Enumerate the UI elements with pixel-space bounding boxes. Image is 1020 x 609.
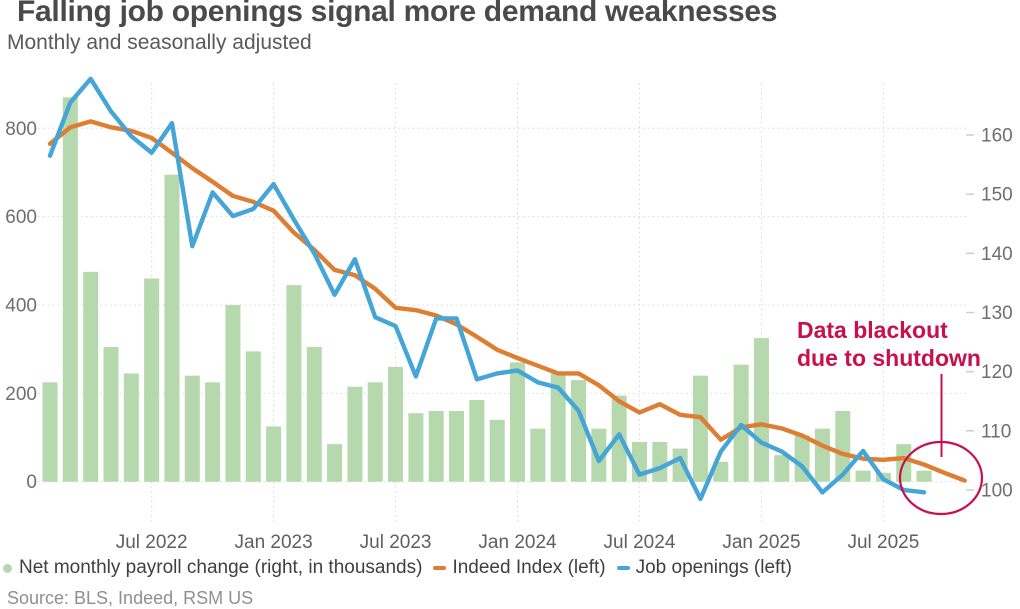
svg-text:Jan 2024: Jan 2024 <box>478 532 557 553</box>
data-blackout-annotation: Data blackout due to shutdown <box>797 317 984 516</box>
legend-item-job-openings: Job openings (left) <box>616 557 792 579</box>
payroll-legend-label: Net monthly payroll change (right, in th… <box>19 557 423 578</box>
indeed-index-line <box>47 119 967 483</box>
legend-item-indeed-index: Indeed Index (left) <box>433 557 606 579</box>
payroll-bar <box>306 346 322 482</box>
annotation-highlight-circle <box>898 440 984 516</box>
payroll-bar <box>510 362 526 482</box>
svg-text:100: 100 <box>981 481 1013 502</box>
payroll-bar <box>449 411 465 482</box>
payroll-bar <box>652 441 668 482</box>
svg-text:140: 140 <box>981 244 1013 265</box>
annotation-text-line2: due to shutdown <box>797 345 981 371</box>
payroll-bar <box>286 285 302 482</box>
payroll-bar <box>489 419 505 482</box>
indeed-index-legend-label: Indeed Index (left) <box>452 557 606 578</box>
payroll-bar <box>144 278 160 482</box>
payroll-bar <box>62 97 78 482</box>
job-openings-line <box>47 76 927 502</box>
payroll-bar <box>753 338 769 482</box>
svg-text:Jul 2025: Jul 2025 <box>847 532 919 553</box>
svg-text:130: 130 <box>981 303 1013 324</box>
payroll-bar <box>123 373 139 482</box>
payroll-bar <box>83 271 99 482</box>
svg-text:Jan 2023: Jan 2023 <box>235 532 313 553</box>
svg-text:800: 800 <box>5 119 37 140</box>
payroll-bar <box>672 448 688 482</box>
svg-text:600: 600 <box>5 207 37 228</box>
payroll-bar <box>245 351 261 482</box>
svg-text:Jan 2025: Jan 2025 <box>722 532 800 553</box>
svg-text:160: 160 <box>981 125 1013 146</box>
payroll-bar <box>855 470 871 482</box>
payroll-bar <box>184 375 200 482</box>
index-trend-lines <box>47 76 967 502</box>
payroll-bar <box>814 428 830 482</box>
payroll-bar <box>205 382 221 482</box>
payroll-bar <box>713 461 729 482</box>
payroll-bar <box>692 375 708 482</box>
svg-text:120: 120 <box>981 362 1013 383</box>
payroll-bar <box>774 455 790 482</box>
svg-text:200: 200 <box>5 384 37 405</box>
job-openings-legend-dash-icon <box>616 566 630 570</box>
payroll-bar <box>388 366 404 482</box>
payroll-bar <box>225 305 241 482</box>
svg-text:110: 110 <box>981 421 1011 442</box>
legend-item-payroll: Net monthly payroll change (right, in th… <box>3 557 422 579</box>
svg-text:0: 0 <box>26 472 37 493</box>
chart-title: Falling job openings signal more demand … <box>17 0 778 28</box>
payroll-bar <box>266 426 282 482</box>
payroll-bar <box>408 413 424 482</box>
indeed-index-legend-dash-icon <box>433 566 447 570</box>
chart-subtitle: Monthly and seasonally adjusted <box>7 31 312 54</box>
payroll-bar <box>835 411 851 482</box>
payroll-bar <box>469 399 485 482</box>
svg-text:400: 400 <box>5 296 37 317</box>
source-note: Source: BLS, Indeed, RSM US <box>7 588 254 608</box>
payroll-bar <box>347 386 363 482</box>
payroll-legend-dot-icon <box>3 563 12 573</box>
payroll-bar <box>42 382 58 482</box>
payroll-bar <box>428 411 444 482</box>
payroll-bar <box>530 428 546 482</box>
payroll-bar <box>571 380 587 482</box>
payroll-bar <box>367 382 383 482</box>
payroll-bar <box>164 174 180 482</box>
chart-legend: Net monthly payroll change (right, in th… <box>3 557 803 579</box>
payroll-bar <box>327 444 343 482</box>
payroll-bar <box>550 373 566 482</box>
payroll-bar <box>916 470 932 482</box>
annotation-text-line1: Data blackout <box>797 317 948 343</box>
svg-text:Jul 2024: Jul 2024 <box>604 532 676 553</box>
svg-text:150: 150 <box>981 185 1013 206</box>
svg-text:Jul 2023: Jul 2023 <box>360 532 432 553</box>
job-openings-legend-label: Job openings (left) <box>635 557 792 578</box>
axis-tick-labels: 0 200 400 600 800 Jul 2022 Jan 2023 Jul 2023 Jan… <box>5 119 1012 553</box>
payroll-bar <box>103 346 119 482</box>
svg-text:Jul 2022: Jul 2022 <box>116 532 188 553</box>
